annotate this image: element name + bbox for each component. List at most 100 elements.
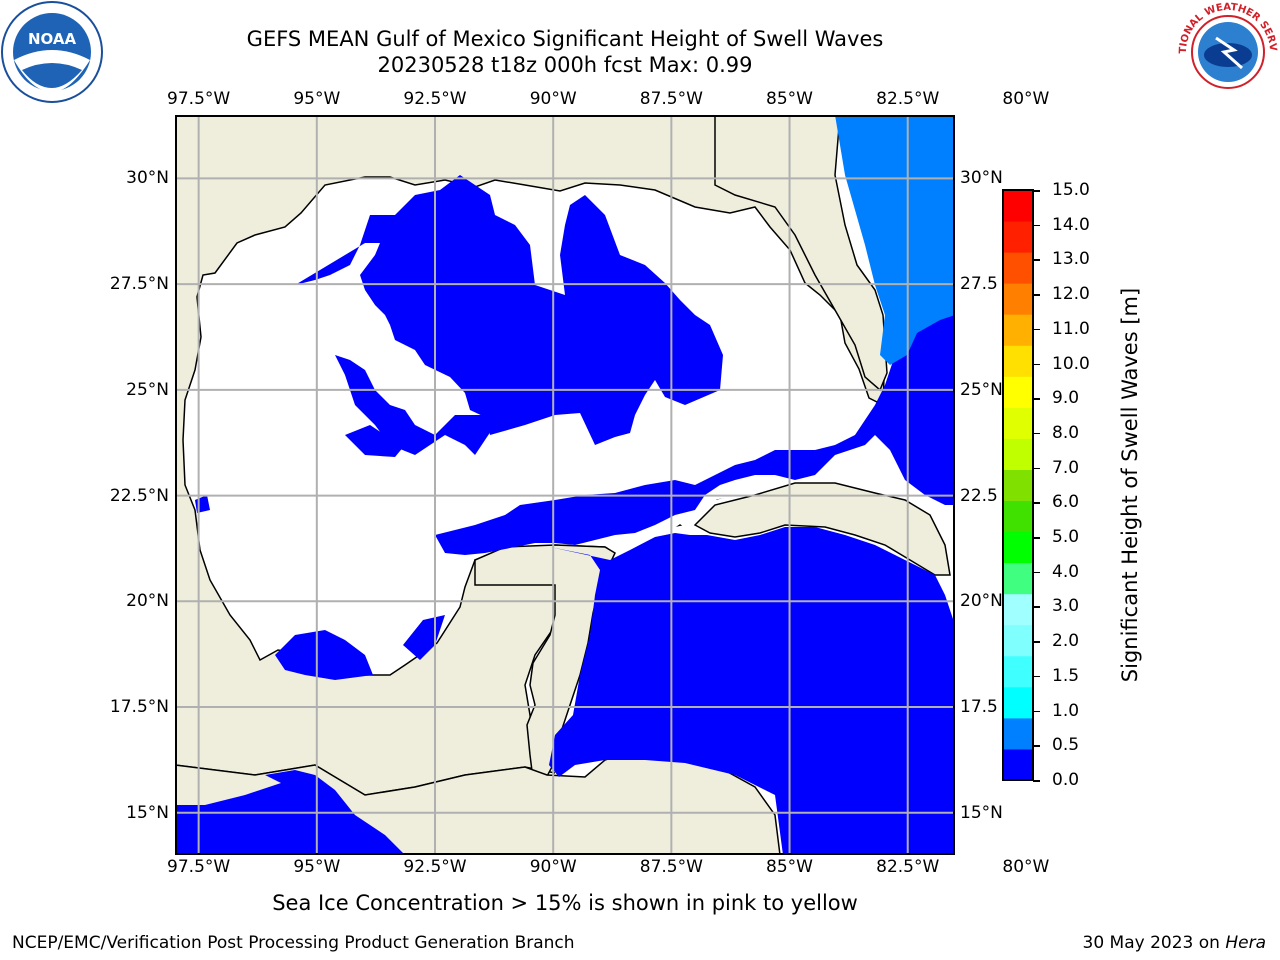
colorbar-tick-label: 5.0 bbox=[1052, 527, 1080, 548]
colorbar-tick-label: 4.0 bbox=[1052, 561, 1080, 582]
colorbar-tick bbox=[1033, 224, 1040, 227]
colorbar-tick bbox=[1033, 467, 1040, 470]
colorbar bbox=[1002, 189, 1034, 781]
noaa-logo: NOAA bbox=[1, 1, 103, 103]
colorbar-tick bbox=[1033, 398, 1040, 400]
colorbar-tick-label: 0.5 bbox=[1052, 735, 1080, 756]
colorbar-segment bbox=[1003, 624, 1033, 657]
run-date: 30 May 2023 on Hera bbox=[1083, 933, 1267, 953]
colorbar-tick-label: 3.0 bbox=[1052, 596, 1080, 617]
colorbar-tick-label: 1.0 bbox=[1052, 700, 1080, 721]
colorbar-tick-label: 2.0 bbox=[1052, 631, 1080, 652]
colorbar-tick bbox=[1033, 606, 1040, 608]
map-frame bbox=[175, 115, 955, 855]
lat-tick-label-left: 17.5°N bbox=[109, 697, 169, 717]
colorbar-segment bbox=[1003, 593, 1033, 626]
colorbar-segment bbox=[1003, 748, 1033, 781]
host-name: Hera bbox=[1225, 933, 1266, 953]
colorbar-segment bbox=[1003, 221, 1033, 253]
lon-tick-label-bottom: 80°W bbox=[1002, 857, 1050, 877]
colorbar-tick bbox=[1033, 294, 1040, 296]
lat-tick-label-left: 25°N bbox=[126, 379, 169, 400]
yucatan-land bbox=[474, 544, 616, 781]
colorbar-tick-label: 6.0 bbox=[1052, 492, 1080, 513]
lat-tick-label-left: 22.5°N bbox=[109, 485, 169, 506]
lat-tick-label-right: 15°N bbox=[960, 802, 1003, 823]
colorbar-segment bbox=[1003, 686, 1033, 719]
lon-tick-label-top: 82.5°W bbox=[876, 89, 940, 109]
lon-tick-label-top: 90°W bbox=[529, 89, 577, 109]
gridlines bbox=[175, 115, 955, 855]
gulf-of-mexico-map bbox=[175, 115, 955, 855]
colorbar-segment bbox=[1003, 562, 1033, 595]
lon-tick-label-bottom: 92.5°W bbox=[403, 857, 467, 877]
colorbar-segment bbox=[1003, 190, 1033, 222]
lat-tick-label-left: 30°N bbox=[126, 168, 169, 189]
lon-tick-label-top: 92.5°W bbox=[403, 89, 467, 109]
colorbar-segment bbox=[1003, 345, 1033, 377]
svg-text:NOAA: NOAA bbox=[28, 30, 77, 48]
lat-tick-label-right: 25°N bbox=[960, 379, 1003, 400]
colorbar-tick-label: 11.0 bbox=[1052, 318, 1090, 339]
colorbar-frame bbox=[1002, 189, 1034, 781]
colorbar-tick bbox=[1033, 780, 1040, 782]
lat-tick-label-right: 20°N bbox=[960, 591, 1003, 612]
swell-band-0-0p5 bbox=[175, 175, 955, 855]
colorbar-title: Significant Height of Swell Waves [m] bbox=[1118, 287, 1142, 683]
colorbar-tick bbox=[1033, 710, 1040, 713]
chart-title: GEFS MEAN Gulf of Mexico Significant Hei… bbox=[246, 27, 884, 51]
lon-tick-label-bottom: 97.5°W bbox=[167, 857, 231, 877]
colorbar-tick bbox=[1033, 432, 1040, 435]
lat-tick-label-right: 30°N bbox=[960, 168, 1003, 189]
colorbar-tick-label: 8.0 bbox=[1052, 422, 1080, 443]
lon-tick-label-top: 95°W bbox=[293, 89, 341, 109]
colorbar-tick-label: 0.0 bbox=[1052, 770, 1080, 790]
lat-tick-label-right: 17.5 bbox=[960, 697, 998, 717]
lon-tick-label-bottom: 95°W bbox=[293, 857, 341, 877]
colorbar-segment bbox=[1003, 407, 1033, 439]
colorbar-tick bbox=[1033, 641, 1040, 643]
lon-tick-label-top: 97.5°W bbox=[167, 89, 231, 109]
colorbar-segment bbox=[1003, 252, 1033, 284]
lon-tick-label-bottom: 85°W bbox=[766, 857, 814, 877]
colorbar-tick-label: 15.0 bbox=[1052, 180, 1090, 200]
lat-tick-label-left: 20°N bbox=[126, 591, 169, 612]
colorbar-tick-label: 1.5 bbox=[1052, 665, 1080, 686]
colorbar-segment bbox=[1003, 531, 1033, 564]
colorbar-tick-label: 13.0 bbox=[1052, 249, 1090, 270]
lat-tick-label-left: 27.5°N bbox=[109, 274, 169, 295]
lon-tick-label-top: 80°W bbox=[1002, 89, 1050, 109]
sea-ice-note: Sea Ice Concentration > 15% is shown in … bbox=[272, 891, 858, 915]
florida-land bbox=[714, 115, 888, 392]
colorbar-tick-label: 9.0 bbox=[1052, 388, 1080, 409]
lat-tick-label-left: 15°N bbox=[126, 802, 169, 823]
colorbar-segment bbox=[1003, 314, 1033, 346]
colorbar-segment bbox=[1003, 376, 1033, 408]
colorbar-tick bbox=[1033, 571, 1040, 574]
colorbar-tick-label: 12.0 bbox=[1052, 284, 1090, 305]
colorbar-tick-label: 14.0 bbox=[1052, 214, 1090, 235]
colorbar-segment bbox=[1003, 438, 1033, 470]
colorbar-segment bbox=[1003, 655, 1033, 688]
lon-tick-label-bottom: 87.5°W bbox=[639, 857, 703, 877]
colorbar-tick bbox=[1033, 675, 1040, 678]
colorbar-segment bbox=[1003, 717, 1033, 750]
colorbar-tick-label: 7.0 bbox=[1052, 457, 1080, 478]
colorbar-tick bbox=[1033, 259, 1040, 261]
cuba-land bbox=[693, 482, 951, 576]
colorbar-segment bbox=[1003, 283, 1033, 315]
lat-tick-label-right: 22.5 bbox=[960, 485, 998, 506]
colorbar-tick bbox=[1033, 190, 1040, 192]
colorbar-tick bbox=[1033, 537, 1040, 539]
nws-logo: NATIONAL WEATHER SERVICE bbox=[1176, 0, 1278, 102]
branch-credit: NCEP/EMC/Verification Post Processing Pr… bbox=[12, 933, 575, 953]
colorbar-tick bbox=[1033, 328, 1040, 331]
lat-tick-label-right: 27.5 bbox=[960, 274, 998, 295]
colorbar-tick-label: 10.0 bbox=[1052, 353, 1090, 374]
date-text: 30 May 2023 on bbox=[1082, 933, 1220, 953]
lon-tick-label-bottom: 90°W bbox=[529, 857, 577, 877]
colorbar-tick bbox=[1033, 502, 1040, 504]
colorbar-tick bbox=[1033, 745, 1040, 747]
lon-tick-label-bottom: 82.5°W bbox=[876, 857, 940, 877]
colorbar-tick bbox=[1033, 363, 1040, 366]
